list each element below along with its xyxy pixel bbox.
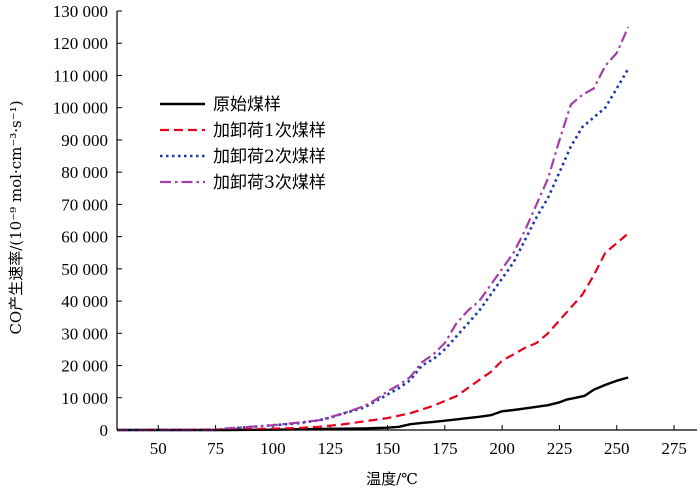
x-axis-title: 温度/℃ (366, 470, 418, 488)
y-tick-label: 30 000 (61, 324, 108, 343)
x-tick-label: 100 (260, 439, 286, 458)
y-axis-title: CO产生速率/(10⁻⁹ mol·cm⁻³·s⁻¹) (7, 100, 25, 334)
x-tick-label: 50 (150, 439, 167, 458)
legend-label-3: 加卸荷2次煤样 (213, 147, 326, 167)
legend-label-2: 加卸荷1次煤样 (213, 121, 326, 141)
x-tick-label: 200 (489, 439, 515, 458)
y-tick-label: 110 000 (53, 66, 108, 85)
legend-label-4: 加卸荷3次煤样 (213, 173, 326, 193)
series-line-3 (117, 68, 630, 432)
x-tick-label: 150 (375, 439, 401, 458)
y-tick-label: 100 000 (53, 99, 108, 118)
y-tick-label: 60 000 (61, 228, 108, 247)
x-tick-label: 225 (547, 439, 573, 458)
y-tick-label: 20 000 (61, 357, 108, 376)
y-tick-label: 70 000 (61, 195, 108, 214)
x-tick-label: 275 (661, 439, 687, 458)
y-tick-label: 10 000 (61, 389, 108, 408)
x-tick-label: 250 (604, 439, 630, 458)
series-line-4 (117, 26, 630, 432)
y-tick-label: 80 000 (61, 163, 108, 182)
y-tick-label: 90 000 (61, 131, 108, 150)
y-tick-label: 40 000 (61, 292, 108, 311)
x-tick-label: 75 (207, 439, 224, 458)
series-line-1 (117, 376, 629, 432)
y-tick-label: 120 000 (53, 34, 108, 53)
y-axis-ticks: 0 10 000 20 000 30 000 40 000 50 000 60 000 70 … (53, 2, 122, 440)
x-tick-label: 175 (432, 439, 458, 458)
y-tick-label: 0 (100, 421, 109, 440)
legend-label-1: 原始煤样 (213, 95, 281, 115)
y-tick-label: 130 000 (53, 2, 108, 21)
series-lines (116, 26, 630, 432)
series-line-2 (116, 232, 629, 432)
y-tick-label: 50 000 (61, 260, 108, 279)
x-tick-label: 125 (317, 439, 343, 458)
